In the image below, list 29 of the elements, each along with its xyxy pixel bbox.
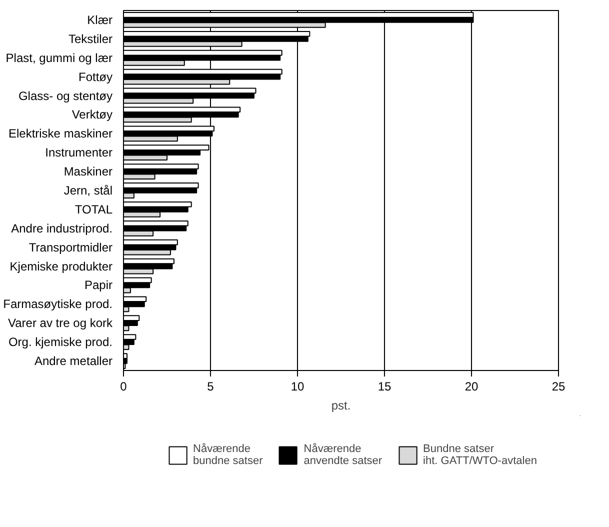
y-tick-label: Maskiner	[64, 164, 113, 179]
x-tick-label: 0	[120, 380, 128, 394]
x-tick-label: 15	[378, 380, 392, 394]
x-tick-label: 10	[290, 380, 304, 394]
y-tick-label: Jern, stål	[64, 184, 112, 198]
y-tick-label: Andre industriprod.	[11, 221, 112, 236]
y-tick-label: Varer av tre og kork	[8, 316, 114, 330]
y-tick-label: Verktøy	[72, 108, 113, 122]
y-tick-label: Plast, gummi og lær	[6, 50, 113, 65]
y-tick-label: Papir	[84, 278, 113, 292]
y-tick-label: Glass- og stentøy	[18, 88, 112, 103]
y-tick-label: Transportmidler	[28, 240, 113, 254]
y-tick-label: Fottøy	[78, 70, 113, 84]
x-axis-title: pst.	[331, 398, 351, 412]
y-tick-label: Elektriske maskiner	[8, 126, 113, 141]
y-tick-label: Klær	[87, 12, 113, 27]
x-tick-label: 5	[207, 380, 214, 394]
x-tick-label: 20	[464, 380, 478, 394]
y-tick-label: Farmasøytiske prod.	[3, 297, 112, 312]
y-tick-label: TOTAL	[74, 202, 113, 216]
y-tick-label: Org. kjemiske prod.	[8, 335, 113, 350]
y-tick-label: Instrumenter	[45, 146, 113, 160]
legend-label: Nåværende bundne satser	[193, 442, 263, 469]
legend-label: Nåværende anvendte satser	[304, 442, 382, 469]
y-tick-label: Tekstiler	[68, 32, 113, 46]
y-tick-label: Kjemiske produkter	[10, 259, 113, 274]
x-tick-label: 25	[552, 380, 566, 394]
y-tick-label: Andre metaller	[34, 354, 113, 368]
legend-label: Bundne satser iht. GATT/WTO-avtalen	[423, 442, 537, 469]
